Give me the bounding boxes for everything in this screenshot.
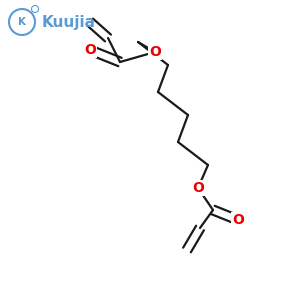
Text: K: K (18, 17, 26, 27)
Text: O: O (192, 181, 204, 195)
Text: O: O (84, 43, 96, 57)
Text: O: O (149, 45, 161, 59)
Text: O: O (232, 213, 244, 227)
Text: Kuujia: Kuujia (42, 14, 96, 29)
